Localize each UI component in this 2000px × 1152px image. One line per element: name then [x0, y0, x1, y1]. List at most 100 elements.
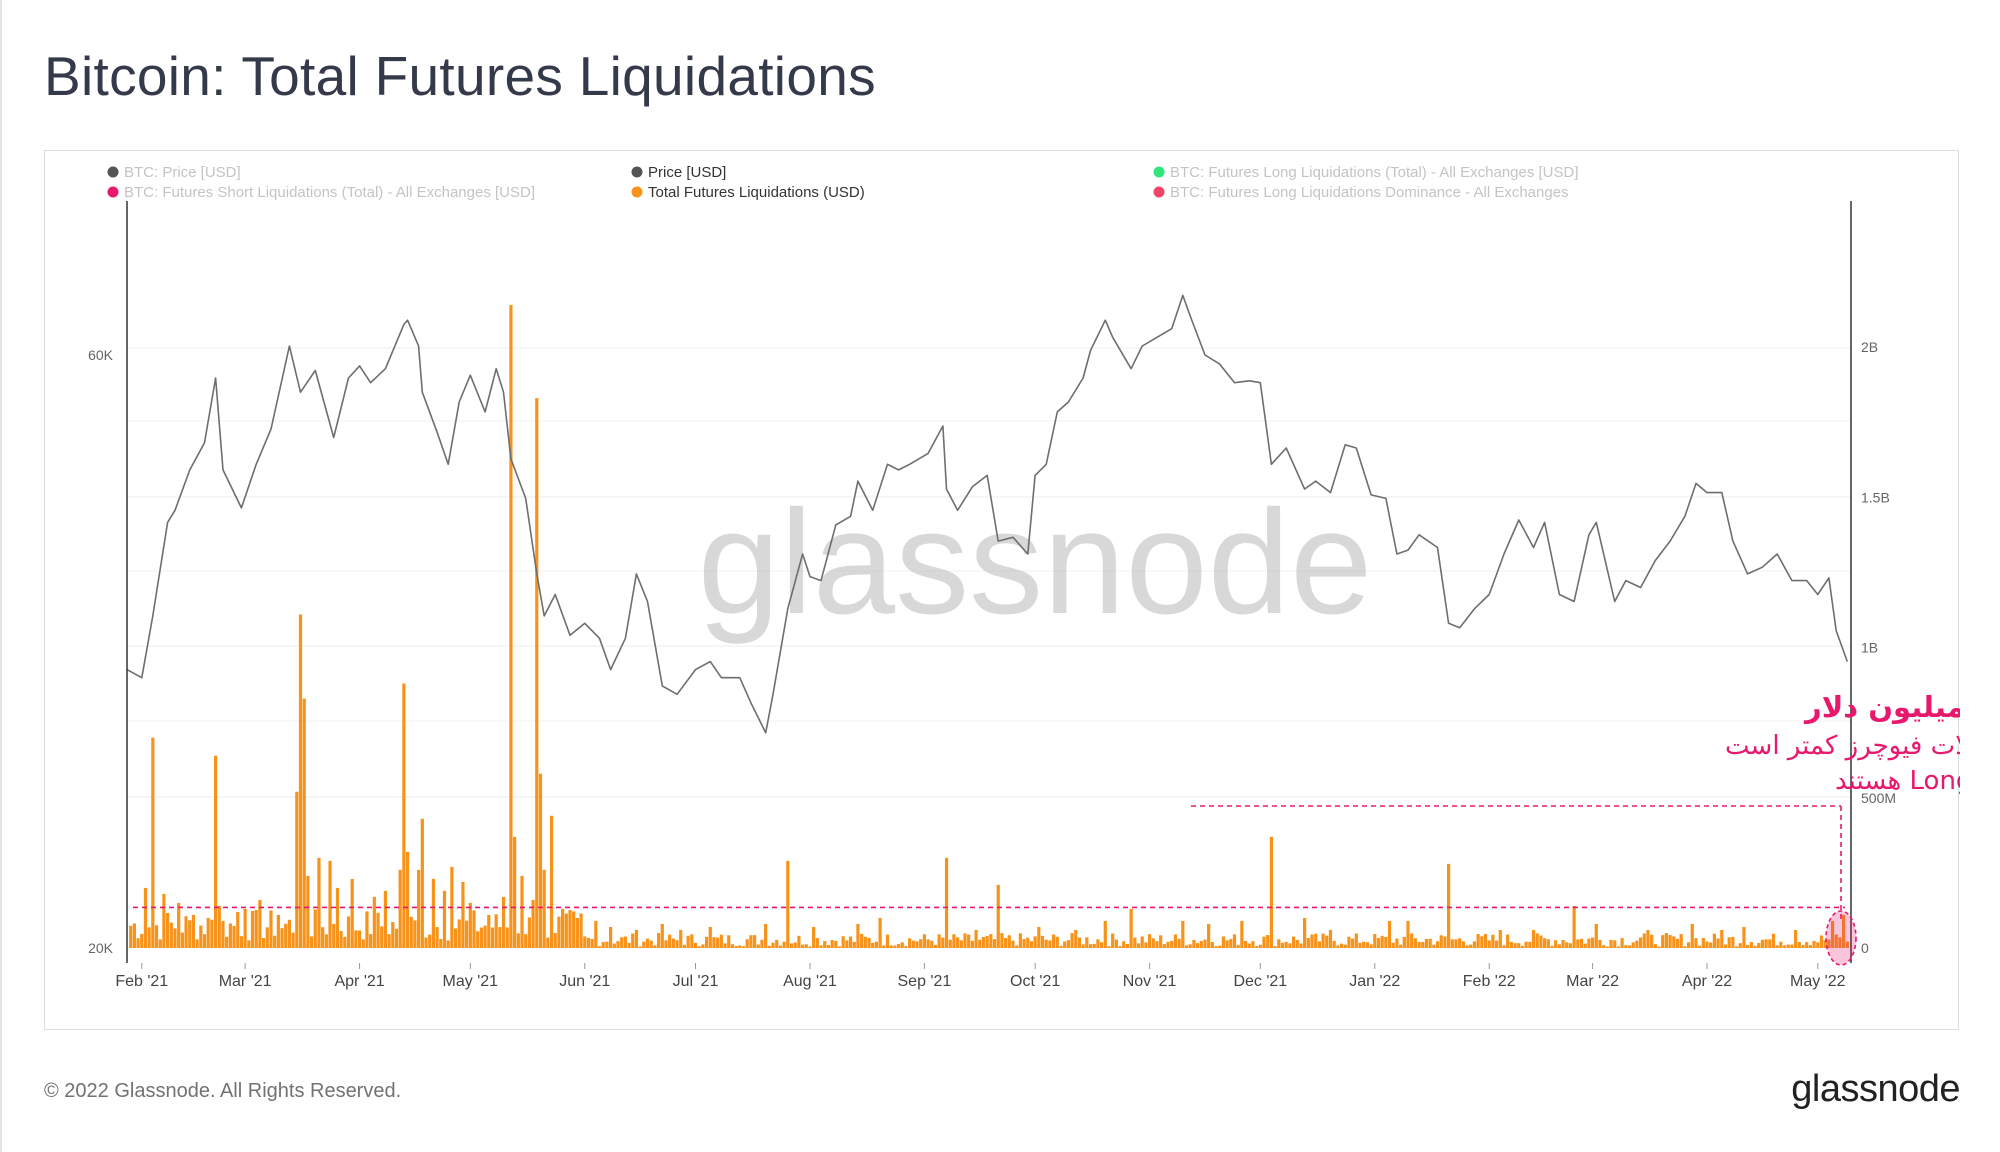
liquidation-bar: [1011, 940, 1015, 948]
liquidation-bar: [1572, 905, 1576, 948]
liquidation-bar: [535, 398, 539, 948]
liquidation-bar: [834, 940, 838, 948]
liquidation-bar: [1347, 936, 1351, 948]
liquidation-bar: [1336, 945, 1340, 948]
liquidation-bar: [380, 926, 384, 948]
liquidation-bar: [527, 917, 531, 948]
liquidation-bar: [1757, 943, 1761, 948]
liquidation-bar: [439, 939, 443, 948]
legend: BTC: Price [USD] Price [USD] BTC: Futures …: [107, 164, 1579, 201]
liquidation-bar: [660, 923, 664, 948]
liquidation-bar: [656, 933, 661, 948]
liquidation-bar: [933, 944, 938, 948]
liquidation-bar: [435, 927, 439, 948]
liquidation-bar: [1055, 936, 1059, 948]
liquidation-bar: [1299, 943, 1303, 948]
liquidation-bar: [1661, 935, 1665, 948]
liquidation-bar: [941, 937, 945, 948]
liquidation-bar: [173, 928, 177, 948]
x-axis-tick-label: Jan '22: [1349, 973, 1400, 990]
liquidation-bar: [457, 919, 461, 948]
liquidation-bar: [549, 815, 554, 948]
liquidation-bar: [915, 941, 919, 948]
liquidation-bar: [804, 944, 808, 948]
liquidation-bar: [1402, 936, 1406, 948]
liquidation-bar: [221, 920, 225, 948]
liquidation-bar: [309, 936, 314, 948]
liquidation-bar: [1554, 940, 1558, 948]
liquidation-bar: [1410, 933, 1414, 948]
liquidation-bar: [1070, 933, 1074, 948]
liquidation-bar: [265, 927, 269, 948]
liquidation-bar: [634, 929, 639, 948]
liquidation-bar: [1303, 917, 1307, 948]
liquidation-bar: [1081, 944, 1085, 948]
liquidation-bar: [476, 931, 480, 948]
liquidation-bar: [1040, 935, 1045, 948]
liquidation-bar: [1561, 939, 1565, 948]
liquidation-bar: [1594, 923, 1598, 948]
liquidation-bar: [911, 940, 915, 948]
liquidation-bar: [1797, 942, 1801, 948]
liquidation-bar: [1520, 945, 1525, 948]
liquidation-bar: [1162, 944, 1166, 948]
liquidation-bar: [228, 923, 232, 948]
liquidation-bar: [1480, 936, 1484, 948]
liquidation-bar: [1542, 938, 1547, 948]
liquidation-bar: [1476, 934, 1480, 948]
liquidation-bar: [605, 941, 609, 948]
liquidation-bar: [1495, 940, 1499, 948]
liquidation-bar: [1819, 935, 1824, 948]
liquidation-bar: [1502, 945, 1506, 948]
liquidation-bar: [206, 917, 210, 948]
liquidation-bar: [1232, 934, 1237, 948]
liquidation-bar: [280, 928, 284, 948]
liquidation-bar: [1114, 939, 1118, 948]
price-series: [126, 294, 1849, 734]
liquidation-bar: [1203, 939, 1207, 948]
liquidation-bar: [1712, 933, 1717, 948]
liquidation-bar: [1794, 929, 1798, 948]
liquidation-bar: [361, 939, 365, 948]
liquidation-bar: [553, 933, 557, 948]
liquidation-bar: [727, 935, 731, 948]
liquidation-bar: [129, 925, 133, 948]
liquidation-bar: [1413, 938, 1417, 948]
liquidation-bar: [531, 899, 535, 948]
liquidation-bar: [649, 940, 653, 948]
liquidation-bar: [354, 930, 358, 948]
liquidation-bar: [1288, 943, 1292, 948]
x-axis-tick-label: Mar '22: [1566, 973, 1619, 990]
liquidation-bar: [1207, 923, 1211, 948]
liquidation-bar: [1605, 946, 1609, 948]
liquidation-bar: [302, 698, 306, 948]
liquidation-bar: [465, 920, 469, 948]
liquidation-bar: [1432, 944, 1436, 948]
liquidation-bar: [1170, 940, 1174, 948]
liquidation-bar: [1192, 939, 1196, 948]
liquidation-bar: [719, 934, 723, 948]
right-axis-tick-label: 500M: [1861, 790, 1896, 806]
liquidation-bar: [1240, 920, 1244, 948]
legend-label: BTC: Futures Short Liquidations (Total) …: [124, 184, 535, 201]
liquidation-bar: [871, 942, 875, 948]
liquidation-bar: [1317, 941, 1322, 948]
liquidation-bar: [1590, 937, 1595, 948]
liquidation-bar: [1845, 941, 1849, 948]
liquidation-bar: [1498, 929, 1502, 948]
liquidation-bar: [1332, 940, 1336, 948]
x-axis-tick-label: Jul '21: [673, 973, 719, 990]
liquidation-bar: [627, 942, 631, 948]
liquidation-bar: [1177, 938, 1181, 948]
liquidation-bar: [1099, 942, 1104, 948]
liquidation-bar: [520, 875, 524, 948]
liquidation-bars: [129, 304, 1849, 948]
liquidation-bar: [1576, 939, 1580, 948]
liquidation-bar: [1842, 914, 1846, 948]
liquidation-bar: [243, 908, 247, 948]
x-axis-tick-label: Aug '21: [783, 973, 837, 990]
liquidation-bar: [1136, 943, 1141, 948]
liquidation-bar: [1262, 936, 1266, 948]
liquidation-bar: [1406, 920, 1410, 948]
glassnode-logo: glassnode: [1791, 1068, 1960, 1110]
